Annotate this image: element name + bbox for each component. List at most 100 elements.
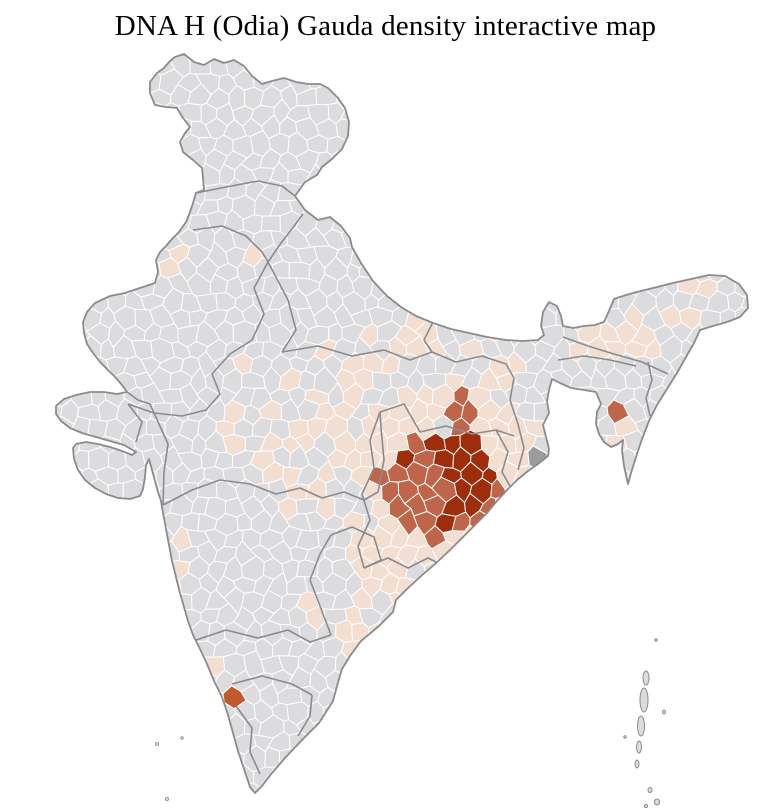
district-cell[interactable] bbox=[634, 130, 657, 156]
district-cell[interactable] bbox=[751, 184, 771, 200]
district-cell[interactable] bbox=[377, 227, 397, 254]
district-cell[interactable] bbox=[681, 560, 702, 579]
district-cell[interactable] bbox=[89, 72, 112, 96]
district-cell[interactable] bbox=[124, 796, 143, 812]
district-cell[interactable] bbox=[671, 101, 691, 126]
district-cell[interactable] bbox=[36, 510, 55, 534]
district-cell[interactable] bbox=[552, 212, 574, 237]
district-cell[interactable] bbox=[541, 229, 566, 251]
district-cell[interactable] bbox=[485, 510, 510, 534]
district-cell[interactable] bbox=[388, 744, 412, 771]
district-cell[interactable] bbox=[469, 698, 494, 723]
district-cell[interactable] bbox=[106, 194, 126, 218]
district-cell[interactable] bbox=[388, 618, 410, 645]
district-cell[interactable] bbox=[158, 134, 183, 153]
district-cell[interactable] bbox=[115, 530, 139, 553]
district-cell[interactable] bbox=[331, 181, 354, 205]
district-cell[interactable] bbox=[423, 274, 445, 295]
district-cell[interactable] bbox=[71, 733, 94, 754]
district-cell[interactable] bbox=[523, 667, 542, 695]
district-cell[interactable] bbox=[585, 180, 612, 202]
district-cell[interactable] bbox=[461, 179, 484, 202]
district-cell[interactable] bbox=[585, 272, 609, 295]
district-cell[interactable] bbox=[41, 654, 66, 674]
district-cell[interactable] bbox=[517, 117, 538, 141]
district-cell[interactable] bbox=[405, 178, 429, 206]
district-cell[interactable] bbox=[649, 102, 674, 122]
district-cell[interactable] bbox=[196, 731, 218, 752]
district-cell[interactable] bbox=[350, 53, 375, 79]
district-cell[interactable] bbox=[709, 418, 730, 440]
district-cell[interactable] bbox=[413, 291, 439, 310]
district-cell[interactable] bbox=[424, 749, 448, 771]
district-cell[interactable] bbox=[756, 782, 771, 799]
district-cell[interactable] bbox=[351, 182, 375, 206]
district-cell[interactable] bbox=[670, 634, 690, 660]
district-cell[interactable] bbox=[550, 182, 570, 205]
district-cell[interactable] bbox=[490, 732, 509, 752]
district-cell[interactable] bbox=[463, 587, 482, 613]
district-cell[interactable] bbox=[388, 150, 410, 172]
district-cell[interactable] bbox=[525, 573, 549, 595]
district-cell[interactable] bbox=[132, 499, 154, 517]
district-cell[interactable] bbox=[33, 637, 55, 660]
district-cell[interactable] bbox=[127, 602, 148, 626]
district-cell[interactable] bbox=[461, 118, 483, 143]
district-cell[interactable] bbox=[434, 573, 457, 596]
district-cell[interactable] bbox=[523, 194, 545, 222]
district-cell[interactable] bbox=[663, 624, 679, 647]
district-cell[interactable] bbox=[433, 198, 454, 221]
district-cell[interactable] bbox=[417, 732, 439, 757]
district-cell[interactable] bbox=[360, 68, 381, 91]
district-cell[interactable] bbox=[114, 683, 139, 710]
district-cell[interactable] bbox=[151, 214, 175, 236]
district-cell[interactable] bbox=[740, 477, 764, 503]
district-cell[interactable] bbox=[140, 508, 166, 536]
district-cell[interactable] bbox=[426, 688, 446, 710]
district-cell[interactable] bbox=[97, 588, 118, 614]
district-cell[interactable] bbox=[680, 58, 699, 75]
district-cell[interactable] bbox=[490, 292, 512, 315]
district-cell[interactable] bbox=[397, 636, 420, 663]
district-cell[interactable] bbox=[551, 682, 573, 711]
district-cell[interactable] bbox=[516, 588, 533, 611]
district-cell[interactable] bbox=[455, 795, 471, 812]
district-cell[interactable] bbox=[531, 592, 557, 615]
district-cell[interactable] bbox=[396, 256, 420, 280]
district-cell[interactable] bbox=[95, 624, 118, 643]
district-cell[interactable] bbox=[286, 766, 310, 786]
district-cell[interactable] bbox=[522, 733, 546, 754]
district-cell[interactable] bbox=[534, 118, 555, 140]
district-cell[interactable] bbox=[695, 429, 716, 457]
district-cell[interactable] bbox=[417, 636, 439, 659]
district-cell[interactable] bbox=[549, 152, 572, 174]
district-cell[interactable] bbox=[122, 731, 143, 756]
district-cell[interactable] bbox=[695, 650, 720, 677]
district-cell[interactable] bbox=[34, 576, 53, 598]
district-cell[interactable] bbox=[213, 797, 237, 812]
district-cell[interactable] bbox=[160, 731, 183, 752]
district-cell[interactable] bbox=[450, 762, 470, 787]
district-cell[interactable] bbox=[717, 464, 738, 485]
district-cell[interactable] bbox=[613, 765, 636, 789]
district-cell[interactable] bbox=[522, 72, 547, 91]
district-cell[interactable] bbox=[659, 747, 682, 772]
district-cell[interactable] bbox=[32, 448, 57, 472]
district-cell[interactable] bbox=[536, 781, 556, 797]
district-cell[interactable] bbox=[361, 167, 381, 186]
district-cell[interactable] bbox=[517, 146, 537, 173]
district-cell[interactable] bbox=[686, 572, 711, 599]
district-cell[interactable] bbox=[58, 116, 84, 138]
district-cell[interactable] bbox=[142, 669, 165, 692]
district-cell[interactable] bbox=[479, 303, 500, 332]
district-cell[interactable] bbox=[382, 701, 400, 726]
district-cell[interactable] bbox=[478, 714, 502, 737]
district-cell[interactable] bbox=[641, 434, 664, 456]
district-cell[interactable] bbox=[563, 540, 580, 568]
district-cell[interactable] bbox=[507, 43, 529, 64]
district-cell[interactable] bbox=[106, 667, 124, 691]
district-cell[interactable] bbox=[349, 152, 373, 171]
district-cell[interactable] bbox=[91, 257, 112, 283]
district-cell[interactable] bbox=[225, 779, 245, 802]
district-cell[interactable] bbox=[567, 53, 593, 76]
